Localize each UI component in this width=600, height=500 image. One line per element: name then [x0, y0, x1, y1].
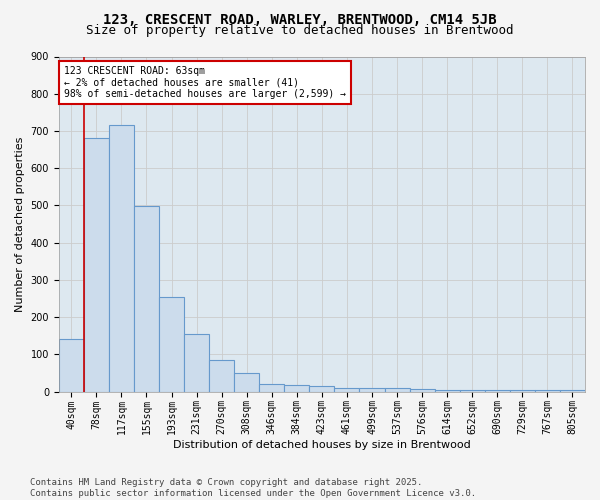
Text: Size of property relative to detached houses in Brentwood: Size of property relative to detached ho…: [86, 24, 514, 37]
Y-axis label: Number of detached properties: Number of detached properties: [15, 136, 25, 312]
Bar: [460, 390, 485, 392]
Bar: [535, 390, 560, 392]
Bar: [434, 390, 460, 392]
Bar: [485, 390, 510, 392]
Text: 123, CRESCENT ROAD, WARLEY, BRENTWOOD, CM14 5JB: 123, CRESCENT ROAD, WARLEY, BRENTWOOD, C…: [103, 12, 497, 26]
Text: Contains HM Land Registry data © Crown copyright and database right 2025.
Contai: Contains HM Land Registry data © Crown c…: [30, 478, 476, 498]
Bar: [284, 385, 310, 392]
Bar: [310, 386, 334, 392]
Bar: [385, 388, 410, 392]
Bar: [334, 388, 359, 392]
Bar: [184, 334, 209, 392]
Bar: [359, 388, 385, 392]
X-axis label: Distribution of detached houses by size in Brentwood: Distribution of detached houses by size …: [173, 440, 471, 450]
Bar: [109, 126, 134, 392]
Bar: [159, 296, 184, 392]
Bar: [259, 384, 284, 392]
Text: 123 CRESCENT ROAD: 63sqm
← 2% of detached houses are smaller (41)
98% of semi-de: 123 CRESCENT ROAD: 63sqm ← 2% of detache…: [64, 66, 346, 99]
Bar: [84, 138, 109, 392]
Bar: [209, 360, 234, 392]
Bar: [410, 388, 434, 392]
Bar: [510, 390, 535, 392]
Bar: [234, 373, 259, 392]
Bar: [560, 390, 585, 392]
Bar: [134, 206, 159, 392]
Bar: [59, 340, 84, 392]
